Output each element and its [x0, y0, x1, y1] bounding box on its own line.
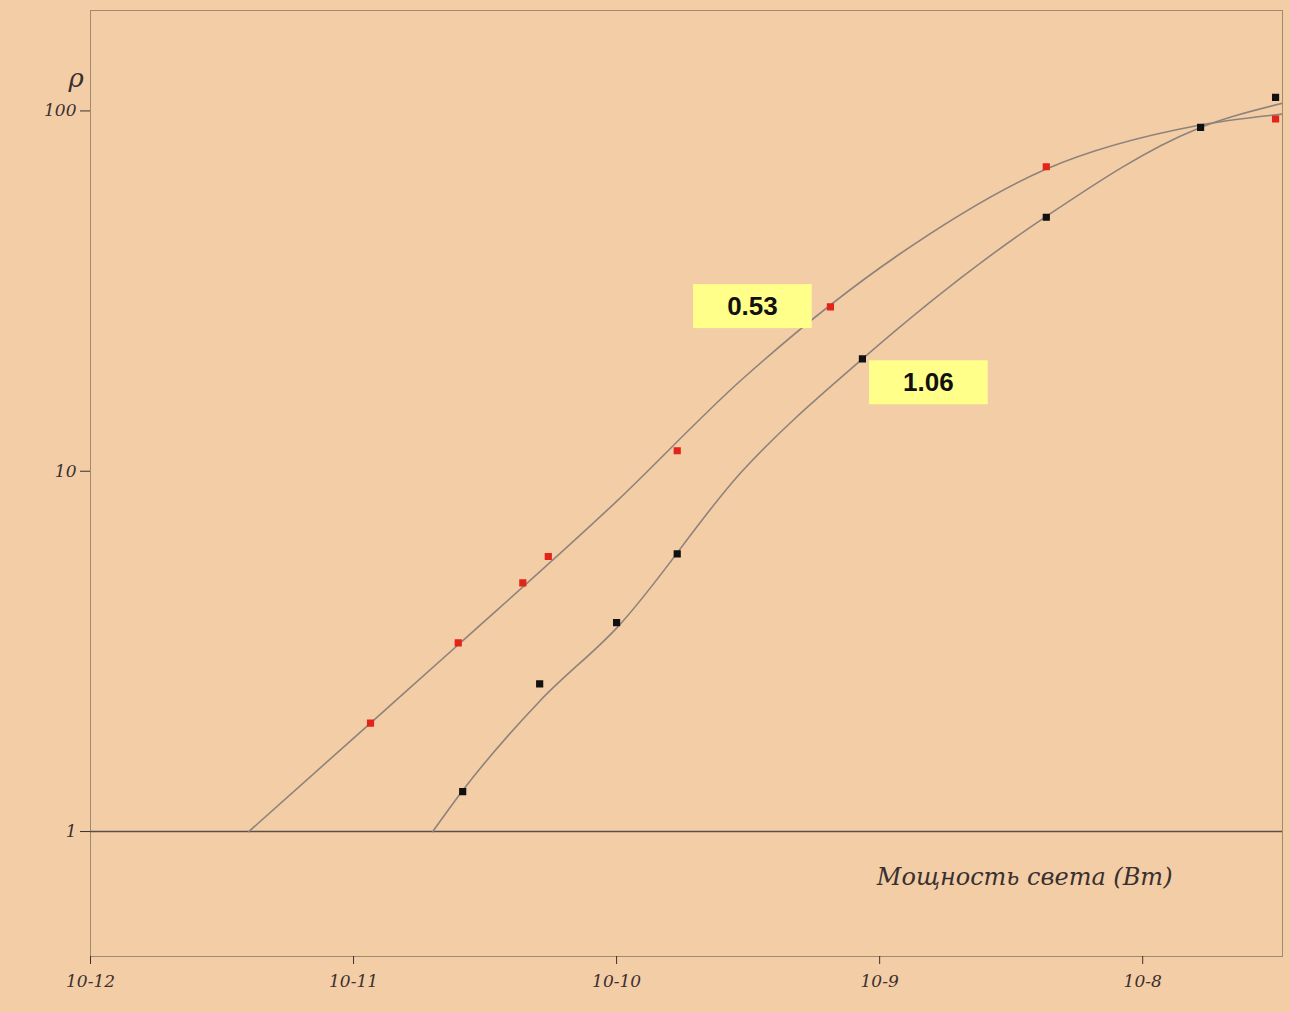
- svg-text:1.06: 1.06: [903, 367, 954, 397]
- svg-text:1: 1: [66, 821, 77, 841]
- svg-text:0.53: 0.53: [727, 291, 778, 321]
- svg-text:10-12: 10-12: [66, 971, 115, 991]
- svg-text:10-10: 10-10: [592, 971, 641, 991]
- svg-text:100: 100: [44, 100, 77, 120]
- svg-text:ρ: ρ: [68, 63, 85, 93]
- svg-text:10-8: 10-8: [1124, 971, 1162, 991]
- svg-text:10-11: 10-11: [329, 971, 378, 991]
- svg-text:10-9: 10-9: [861, 971, 899, 991]
- svg-text:10: 10: [55, 461, 77, 481]
- svg-text:Мощность света (Вт): Мощность света (Вт): [876, 863, 1173, 891]
